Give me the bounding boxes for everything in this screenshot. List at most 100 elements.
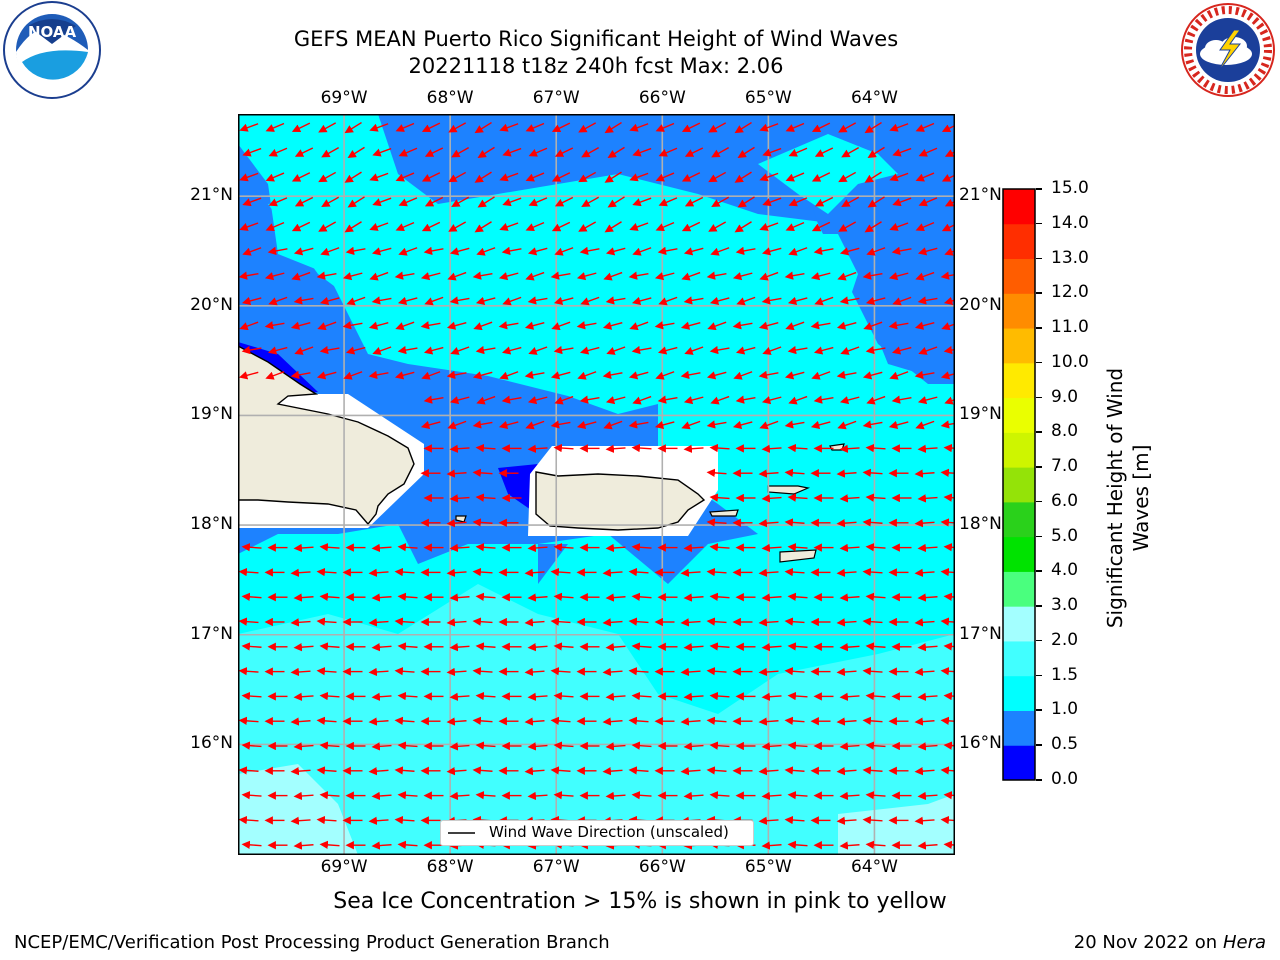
wave-vector — [734, 221, 752, 233]
wave-vector — [943, 642, 954, 651]
wave-vector — [917, 841, 938, 850]
wave-vector — [241, 592, 262, 602]
wave-vector — [889, 123, 909, 132]
wave-vector — [394, 617, 415, 626]
wave-vector — [658, 147, 678, 157]
wave-vector — [241, 543, 262, 552]
wave-vector — [318, 221, 337, 232]
wave-vector — [943, 691, 954, 701]
wave-vector — [241, 741, 262, 750]
wave-vector — [758, 321, 779, 330]
wave-vector — [603, 420, 623, 430]
wave-vector — [242, 247, 262, 256]
wave-vector — [368, 667, 389, 677]
wave-vector — [710, 247, 730, 256]
wave-vector — [394, 667, 415, 676]
wave-vector — [344, 121, 362, 134]
wave-vector — [706, 716, 727, 726]
wave-vector — [472, 617, 493, 626]
map-title: GEFS MEAN Puerto Rico Significant Height… — [293, 27, 899, 51]
wave-vector — [602, 766, 623, 776]
wave-vector — [892, 147, 912, 157]
lat-label-right: 21°N — [959, 185, 1002, 206]
colorbar-tick-mark — [1036, 500, 1042, 503]
wave-vector — [605, 791, 626, 801]
wave-vector — [319, 840, 340, 850]
wave-vector — [525, 420, 545, 430]
wave-vector — [784, 567, 805, 577]
wave-vector — [319, 691, 340, 701]
wave-vector — [371, 742, 392, 751]
wave-vector — [940, 815, 954, 825]
wave-vector — [888, 420, 909, 429]
wave-vector — [605, 396, 626, 405]
wave-vector — [839, 296, 860, 305]
wave-vector — [683, 742, 704, 751]
wave-vector — [839, 444, 860, 453]
wave-vector — [291, 221, 311, 232]
wave-vector — [499, 222, 519, 231]
wave-vector — [683, 543, 704, 553]
wave-vector — [865, 592, 886, 602]
wave-vector — [293, 247, 314, 256]
colorbar-tick-label: 3.0 — [1051, 595, 1079, 616]
wave-vector — [371, 692, 392, 701]
colorbar-tick-label: 8.0 — [1051, 421, 1079, 442]
wave-vector — [577, 371, 597, 380]
colorbar-label: Significant Height of Wind Waves [m] — [1102, 358, 1154, 638]
wave-vector — [371, 841, 392, 850]
lon-label-bottom: 67°W — [532, 857, 580, 877]
wave-vector — [449, 692, 470, 701]
wave-vector — [940, 667, 954, 676]
colorbar-swatch — [1003, 189, 1035, 225]
wave-vector — [345, 246, 366, 256]
wave-vector — [578, 122, 597, 133]
wave-vector — [681, 271, 701, 281]
wave-vector — [554, 147, 574, 157]
wave-vector — [813, 246, 834, 256]
wave-vector — [369, 123, 389, 132]
wave-vector — [917, 543, 938, 553]
wave-vector — [579, 395, 600, 404]
wave-vector — [944, 149, 954, 157]
wave-vector — [268, 197, 288, 207]
wave-vector — [709, 345, 730, 355]
wave-vector — [734, 171, 752, 183]
wave-vector — [628, 371, 649, 380]
wave-vector — [527, 296, 548, 305]
wave-vector — [264, 272, 285, 281]
wave-vector — [238, 617, 259, 626]
wave-vector — [759, 222, 779, 231]
wave-vector — [943, 840, 954, 850]
wave-vector — [472, 518, 493, 527]
wave-vector — [917, 494, 938, 503]
wave-vector — [940, 518, 954, 527]
wave-vector — [316, 766, 337, 775]
wave-vector — [553, 543, 574, 552]
wave-vector — [605, 444, 626, 453]
wave-vector — [449, 642, 470, 652]
wave-vector — [579, 346, 600, 355]
wave-vector — [837, 420, 857, 430]
colorbar-swatch — [1003, 397, 1035, 433]
colorbar-tick-mark — [1036, 639, 1042, 642]
wave-vector — [501, 395, 522, 404]
wave-vector — [316, 716, 337, 726]
wave-vector — [345, 346, 366, 355]
wave-vector — [632, 247, 652, 256]
wave-vector — [499, 123, 519, 132]
wave-vector — [866, 395, 886, 405]
wave-vector — [865, 840, 886, 850]
wave-vector — [735, 246, 756, 256]
wave-vector — [239, 321, 259, 331]
wave-vector — [680, 766, 701, 776]
wave-vector — [343, 371, 363, 380]
wave-vector — [917, 791, 938, 801]
wave-vector — [684, 196, 704, 207]
wave-vector — [759, 172, 779, 182]
wave-vector — [943, 741, 954, 750]
wave-vector — [761, 742, 782, 751]
wave-vector — [398, 247, 418, 256]
wave-vector — [839, 396, 860, 405]
wave-vector — [891, 246, 912, 256]
